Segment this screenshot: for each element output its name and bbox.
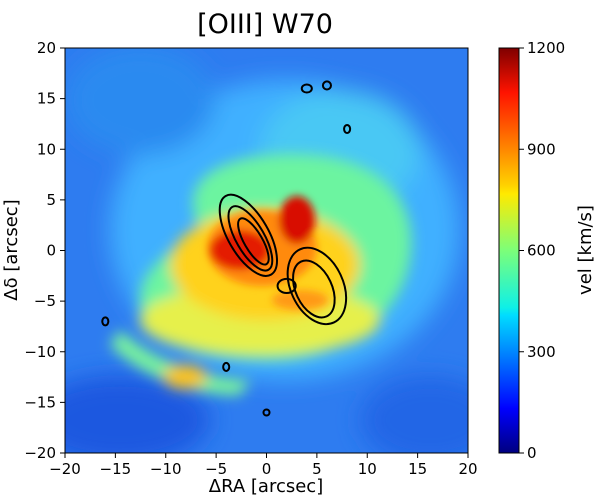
y-axis-label: Δδ [arcsec] — [1, 199, 22, 300]
heatmap-red-peak-east — [279, 196, 315, 244]
y-tick-label: 15 — [37, 90, 56, 108]
colorbar-label: vel [km/s] — [575, 205, 596, 295]
x-tick-label: 10 — [358, 460, 377, 478]
x-tick-label: −5 — [205, 460, 227, 478]
contour-line — [300, 83, 313, 94]
y-tick-label: 0 — [46, 242, 56, 260]
colorbar-tick-label: 0 — [527, 444, 537, 462]
y-tick-label: 10 — [37, 140, 56, 158]
heatmap-yellow-knot — [163, 365, 207, 389]
colorbar-tick-label: 600 — [527, 242, 556, 260]
x-tick-label: 5 — [312, 460, 322, 478]
contour-line — [286, 246, 348, 326]
contour-line — [321, 80, 332, 91]
y-tick-label: −10 — [24, 343, 56, 361]
x-axis-label: ΔRA [arcsec] — [209, 476, 323, 497]
heatmap-green-arm — [110, 330, 250, 395]
x-axis-ticks: −20 −15 −10 −5 0 5 10 15 20 — [49, 453, 478, 478]
heatmap-field — [65, 48, 468, 453]
x-tick-label: −10 — [150, 460, 182, 478]
contour-line — [276, 277, 297, 294]
contour-overlay — [101, 80, 352, 417]
colorbar-tick-label: 1200 — [527, 39, 565, 57]
y-tick-label: 5 — [46, 191, 56, 209]
x-tick-label: 15 — [408, 460, 427, 478]
contour-line — [262, 408, 271, 417]
contour-line — [222, 361, 231, 372]
contour-line — [292, 259, 336, 319]
y-tick-label: −5 — [34, 292, 56, 310]
heatmap-blue-corner — [65, 48, 215, 155]
contour-line — [343, 123, 352, 135]
contour-line — [237, 217, 270, 266]
contour-line — [218, 193, 278, 277]
contour-line — [101, 316, 110, 327]
colorbar-ticks: 0 300 600 900 1200 — [519, 39, 565, 462]
y-tick-label: 20 — [37, 39, 56, 57]
y-axis-ticks: −20 −15 −10 −5 0 5 10 15 20 — [24, 39, 65, 462]
chart-title: [OIII] W70 — [197, 9, 333, 40]
x-tick-label: 0 — [262, 460, 272, 478]
heatmap-blue-lower-right — [360, 375, 468, 453]
y-tick-label: −20 — [24, 444, 56, 462]
contour-line — [227, 205, 274, 272]
x-tick-label: −15 — [100, 460, 132, 478]
heatmap-blue-lower-left — [65, 375, 210, 453]
colorbar-tick-label: 300 — [527, 343, 556, 361]
x-tick-label: 20 — [458, 460, 477, 478]
colorbar — [498, 47, 520, 454]
y-tick-label: −15 — [24, 393, 56, 411]
colorbar-tick-label: 900 — [527, 140, 556, 158]
x-tick-label: −20 — [49, 460, 81, 478]
